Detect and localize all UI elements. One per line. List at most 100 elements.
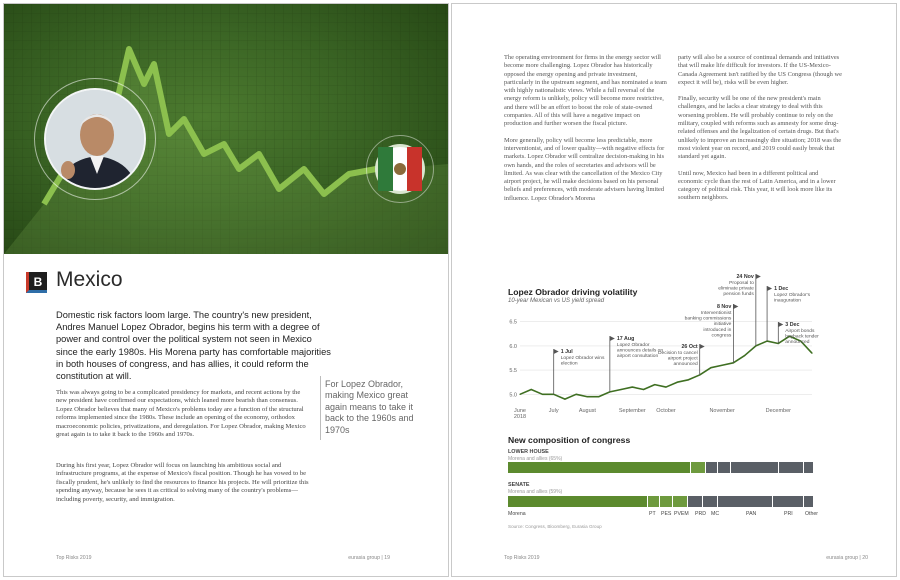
annotation-text: Airport bonds buyback tender announced xyxy=(785,328,819,345)
seg-pvem xyxy=(672,496,688,507)
annotation-flag-icon xyxy=(553,349,559,354)
x-tick-label: June xyxy=(514,408,526,414)
data-point xyxy=(811,352,813,354)
body-paragraph: More generally, policy will become less … xyxy=(504,136,665,202)
seg-prd xyxy=(687,496,704,507)
emblem-ring xyxy=(366,135,434,203)
data-point xyxy=(721,364,723,366)
annotation-flag-icon xyxy=(609,336,615,341)
x-tick-label: October xyxy=(656,408,676,414)
seg-other xyxy=(803,462,813,473)
body-paragraph: Until now, Mexico had been in a differen… xyxy=(678,169,836,202)
x-tick-label: November xyxy=(709,408,735,414)
x-tick-label-year: 2018 xyxy=(514,414,526,420)
seg-pan xyxy=(730,462,780,473)
x-tick-label: August xyxy=(579,408,597,414)
seg-pt xyxy=(648,496,661,507)
seg-opp xyxy=(718,462,731,473)
x-tick-label: December xyxy=(766,408,792,414)
party-label: PVEM xyxy=(674,511,689,517)
party-label: Other xyxy=(805,511,818,517)
senate-label: SENATE xyxy=(508,482,530,488)
data-point xyxy=(598,396,600,398)
data-point xyxy=(676,381,678,383)
annotation-text: Lopez Obrador wins election xyxy=(561,355,605,367)
body-paragraph: During his first year, Lopez Obrador wil… xyxy=(56,462,309,503)
data-point xyxy=(665,386,667,388)
party-label: PRI xyxy=(784,511,793,517)
right-page: The operating environment for firms in t… xyxy=(451,3,897,577)
lower-house-label: LOWER HOUSE xyxy=(508,449,549,455)
seg-pri xyxy=(773,496,804,507)
footer-title: Top Risks 2019 xyxy=(56,555,92,561)
annotation-flag-icon xyxy=(733,304,739,309)
hero-image xyxy=(4,4,448,254)
chart-title: Lopez Obrador driving volatility xyxy=(508,287,638,297)
data-point xyxy=(744,354,746,357)
left-page: B Mexico Domestic risk factors loom larg… xyxy=(3,3,449,577)
senate-bar xyxy=(508,496,813,507)
seg-other xyxy=(803,496,813,507)
lower-house-bar xyxy=(508,462,813,473)
footer-title: Top Risks 2019 xyxy=(504,555,540,561)
annotation-text: Lopez Obrador announces details on airport… xyxy=(617,342,664,359)
annotation-date: 1 Jul xyxy=(561,349,574,355)
party-label: PRD xyxy=(695,511,706,517)
footer-page-number: eurasia group | 19 xyxy=(348,555,390,561)
seg-allies xyxy=(691,462,707,473)
data-point xyxy=(530,388,532,391)
party-label: MC xyxy=(711,511,720,517)
party-label: PAN xyxy=(746,511,757,517)
data-point xyxy=(788,335,791,337)
country-title: Mexico xyxy=(56,268,123,291)
y-tick-label: 5.5 xyxy=(509,368,517,374)
annotation-flag-icon xyxy=(699,344,705,349)
y-tick-label: 5.0 xyxy=(509,392,517,398)
annotation-flag-icon xyxy=(755,274,761,279)
text-column-1: The operating environment for firms in t… xyxy=(504,54,668,211)
congress-title: New composition of congress xyxy=(508,435,631,445)
annotation-date: 1 Dec xyxy=(774,286,788,292)
y-tick-label: 6.0 xyxy=(509,344,517,350)
data-point xyxy=(519,393,521,395)
seg-pan xyxy=(718,496,774,507)
chart-subtitle: 10-year Mexican vs US yield spread xyxy=(508,298,605,304)
lower-house-sublabel: Morena and allies (65%) xyxy=(508,456,563,462)
annotation-flag-icon xyxy=(767,286,773,291)
annotation-flag-icon xyxy=(778,322,784,327)
portrait-ring xyxy=(34,78,156,200)
x-tick-label: September xyxy=(619,408,646,414)
pull-quote: For Lopez Obrador, making Mexico great a… xyxy=(320,376,424,441)
senate-sublabel: Morena and allies (59%) xyxy=(508,489,563,495)
seg-pri xyxy=(779,462,804,473)
data-point xyxy=(631,386,633,388)
footer-page-number: eurasia group | 20 xyxy=(826,555,868,561)
data-point xyxy=(575,393,577,395)
body-paragraph: party will also be a source of continual… xyxy=(678,54,842,86)
data-point xyxy=(687,379,690,381)
body-paragraph: This was always going to be a complicate… xyxy=(56,389,306,439)
annotation-text: Decision to cancel airport project announc… xyxy=(658,350,698,367)
data-point xyxy=(541,393,544,395)
seg-mc xyxy=(703,496,719,507)
data-point xyxy=(654,384,656,386)
data-point xyxy=(564,398,566,400)
data-point xyxy=(710,367,712,369)
annotation-text: Lopez Obrador's inauguration xyxy=(774,292,811,304)
body-paragraph: The operating environment for firms in t… xyxy=(504,54,667,128)
seg-morena xyxy=(508,496,649,507)
source-note: Source: Congress, Bloomberg, Eurasia Gro… xyxy=(508,524,602,529)
body-paragraph: Finally, security will be one of the new… xyxy=(678,95,842,161)
section-badge: B xyxy=(26,272,47,293)
party-label: PT xyxy=(649,511,656,517)
party-label: Morena xyxy=(508,511,526,517)
data-point xyxy=(620,388,622,391)
president-portrait xyxy=(44,88,146,190)
x-tick-label: July xyxy=(549,408,559,414)
mexico-flag-emblem xyxy=(375,144,425,194)
seg-pes xyxy=(660,496,673,507)
annotation-date: 26 Oct xyxy=(681,344,697,350)
data-point xyxy=(800,340,802,342)
annotation-date: 3 Dec xyxy=(785,322,799,328)
